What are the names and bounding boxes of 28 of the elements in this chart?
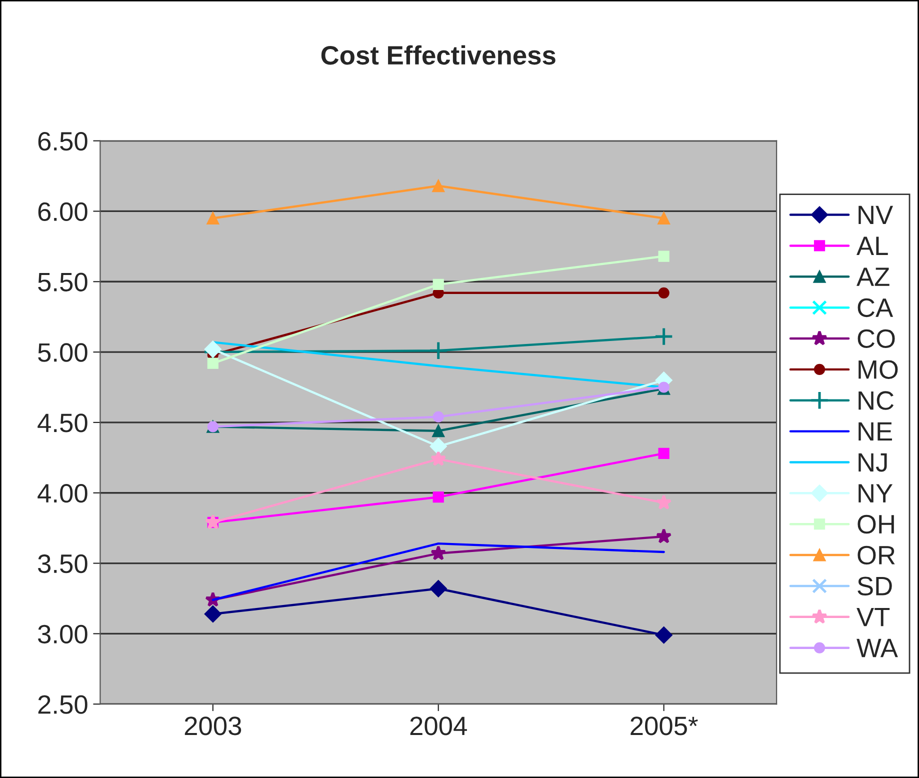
- x-tick-label: 2004: [410, 716, 467, 736]
- x-tick-label: 2003: [184, 716, 242, 736]
- y-tick-label: 5.00: [38, 343, 88, 362]
- legend-label: NV: [858, 206, 894, 224]
- legend-label: WA: [856, 638, 898, 658]
- y-tick-label: 4.50: [38, 414, 88, 432]
- y-tick-label: 5.50: [38, 272, 88, 292]
- chart-title: Cost Effectiveness: [321, 45, 556, 65]
- x-tick-label: 2005*: [630, 716, 698, 736]
- y-tick-label: 2.50: [38, 695, 88, 714]
- y-tick-label: 4.00: [38, 484, 88, 503]
- y-tick-label: 3.50: [38, 554, 88, 574]
- legend-label: VT: [856, 608, 890, 626]
- legend-label: OH: [858, 514, 894, 534]
- y-tick-label: 3.00: [38, 624, 88, 644]
- y-tick-label: 6.50: [38, 132, 88, 151]
- legend-label: CA: [858, 298, 894, 318]
- legend-label: CO: [858, 329, 895, 348]
- legend-label: NC: [858, 391, 894, 410]
- legend-label: AL: [856, 236, 888, 255]
- legend-label: SD: [858, 576, 892, 596]
- y-tick-label: 6.00: [38, 202, 88, 222]
- legend-label: NY: [858, 484, 893, 502]
- legend-label: AZ: [856, 268, 890, 286]
- legend-label: MO: [858, 360, 898, 379]
- legend-label: NE: [858, 422, 892, 441]
- legend-label: OR: [858, 546, 895, 565]
- legend-label: NJ: [858, 453, 887, 472]
